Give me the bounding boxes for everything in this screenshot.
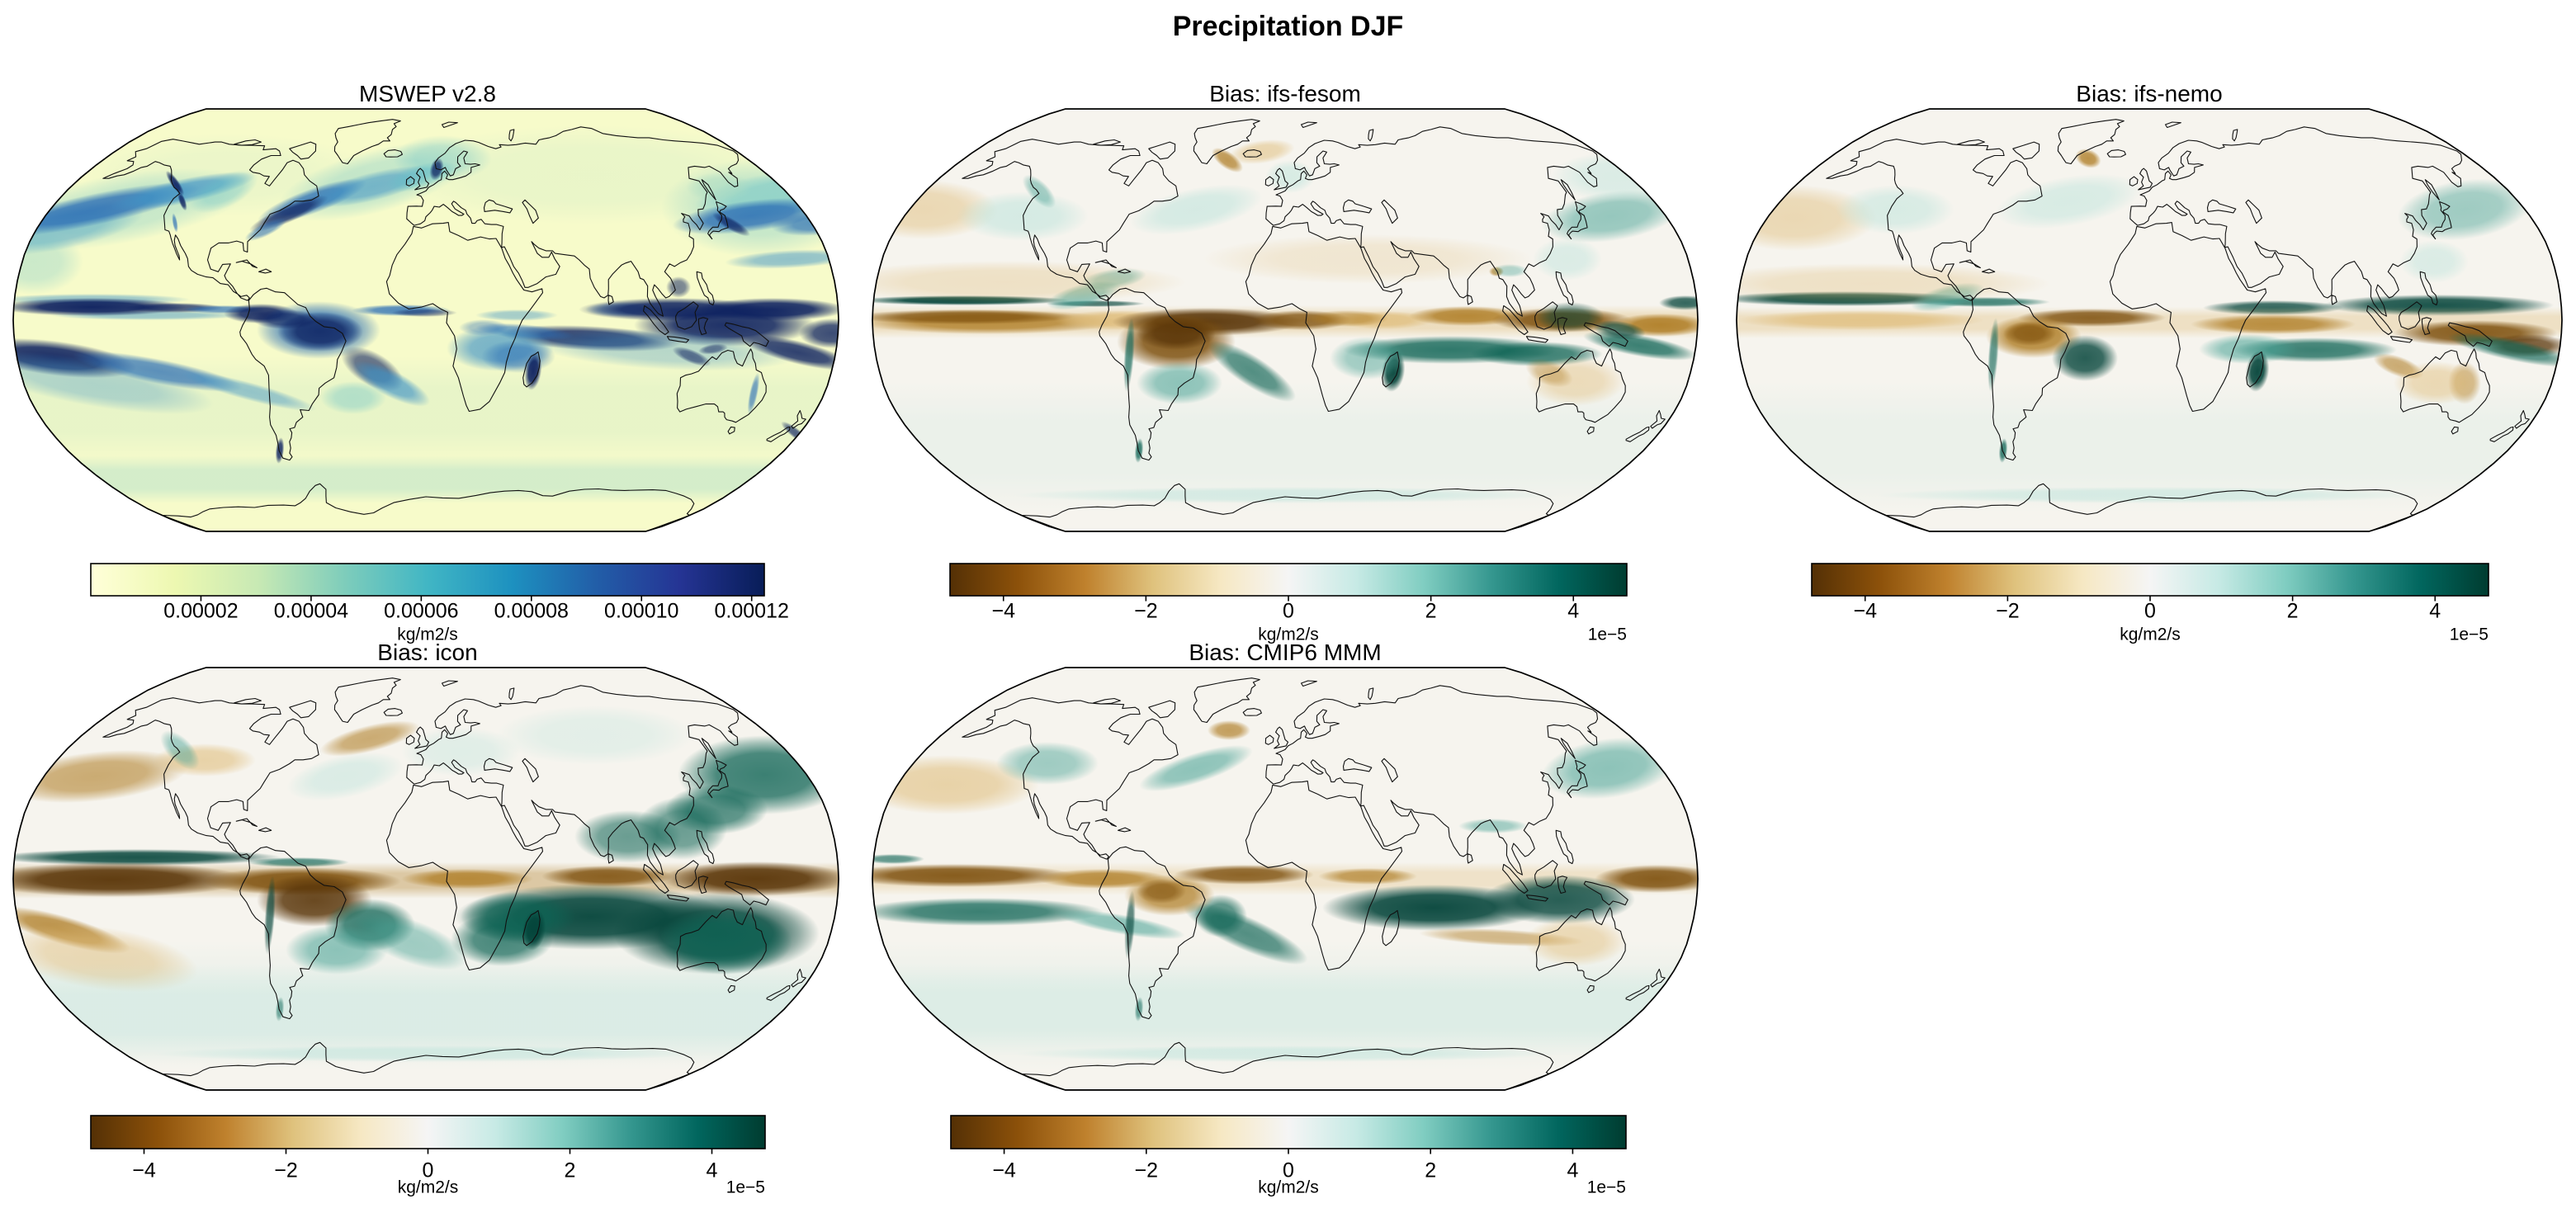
svg-text:0.00012: 0.00012: [715, 600, 789, 623]
svg-text:0.00008: 0.00008: [494, 600, 569, 623]
svg-text:Bias: icon: Bias: icon: [377, 640, 477, 665]
svg-text:4: 4: [1567, 600, 1579, 623]
svg-text:1e−5: 1e−5: [1588, 625, 1627, 644]
svg-text:2: 2: [565, 1159, 576, 1182]
svg-text:−4: −4: [132, 1159, 156, 1182]
svg-text:Precipitation DJF: Precipitation DJF: [1173, 11, 1404, 42]
svg-text:1e−5: 1e−5: [2450, 625, 2489, 644]
svg-text:Bias: CMIP6 MMM: Bias: CMIP6 MMM: [1189, 640, 1381, 665]
svg-text:−4: −4: [991, 600, 1015, 623]
svg-text:1e−5: 1e−5: [726, 1178, 765, 1197]
svg-text:0.00004: 0.00004: [274, 600, 348, 623]
svg-text:kg/m2/s: kg/m2/s: [1258, 1178, 1319, 1197]
svg-text:kg/m2/s: kg/m2/s: [397, 625, 458, 644]
svg-text:2: 2: [1425, 1159, 1436, 1182]
svg-text:−2: −2: [1996, 600, 2020, 623]
svg-text:kg/m2/s: kg/m2/s: [1258, 625, 1319, 644]
svg-text:0: 0: [2144, 600, 2156, 623]
svg-text:0.00002: 0.00002: [163, 600, 238, 623]
svg-text:0.00010: 0.00010: [604, 600, 678, 623]
svg-text:kg/m2/s: kg/m2/s: [2120, 625, 2181, 644]
svg-text:−4: −4: [1853, 600, 1877, 623]
svg-text:0: 0: [423, 1159, 434, 1182]
svg-text:−2: −2: [1134, 600, 1158, 623]
svg-text:0: 0: [1283, 600, 1294, 623]
svg-text:−2: −2: [1135, 1159, 1159, 1182]
svg-text:−2: −2: [274, 1159, 298, 1182]
svg-text:Bias: ifs-nemo: Bias: ifs-nemo: [2076, 81, 2222, 106]
svg-text:2: 2: [2287, 600, 2299, 623]
svg-text:Bias: ifs-fesom: Bias: ifs-fesom: [1209, 81, 1361, 106]
svg-text:0.00006: 0.00006: [384, 600, 458, 623]
svg-text:2: 2: [1425, 600, 1437, 623]
svg-text:1e−5: 1e−5: [1587, 1178, 1626, 1197]
svg-text:0: 0: [1283, 1159, 1294, 1182]
svg-text:4: 4: [1567, 1159, 1578, 1182]
svg-text:MSWEP v2.8: MSWEP v2.8: [359, 81, 496, 106]
svg-text:4: 4: [2429, 600, 2441, 623]
svg-text:kg/m2/s: kg/m2/s: [398, 1178, 459, 1197]
svg-text:4: 4: [707, 1159, 718, 1182]
svg-text:−4: −4: [992, 1159, 1016, 1182]
